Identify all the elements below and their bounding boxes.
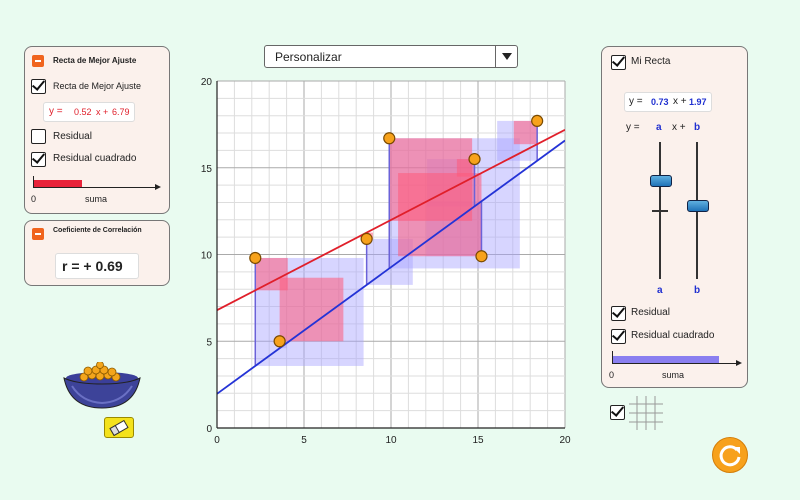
my-line-residual-square (366, 238, 413, 285)
best-fit-residual-square (279, 277, 344, 342)
best-fit-panel-title: Recta de Mejor Ajuste (53, 56, 137, 65)
slider-b-handle[interactable] (687, 200, 709, 212)
formula-b: b (694, 122, 701, 133)
reset-button[interactable] (712, 437, 748, 473)
my-line-residual-square (389, 138, 520, 269)
best-fit-equation: y = 0.52 x + 6.79 (43, 102, 135, 122)
data-point[interactable] (273, 335, 286, 348)
best-fit-line (217, 128, 565, 311)
formula-a: a (656, 122, 662, 133)
data-point[interactable] (249, 251, 262, 265)
mode-dropdown[interactable]: Personalizar (264, 45, 518, 68)
best-fit-checkbox[interactable] (31, 79, 46, 94)
my-line-residual-square (255, 257, 364, 366)
equation-slope: 0.52 (74, 107, 92, 117)
eraser-button[interactable] (104, 417, 134, 438)
correlation-value-box: r = + 0.69 (55, 253, 139, 279)
best-fit-residual-square (255, 257, 288, 291)
my-sum-bar-fill (613, 356, 719, 363)
y-tick-label: 15 (201, 164, 213, 175)
data-point[interactable] (360, 232, 373, 245)
best-fit-residual-square (398, 173, 482, 257)
sum-bar-zero-label: 0 (31, 194, 37, 204)
my-residual-checkbox[interactable] (611, 306, 626, 321)
slider-a-label: a (657, 285, 663, 296)
my-line-title: Mi Recta (631, 56, 671, 67)
grid-icon (629, 396, 663, 430)
data-point[interactable] (468, 152, 481, 166)
my-sum-bar-zero-label: 0 (609, 370, 615, 380)
x-tick-label: 10 (385, 435, 397, 446)
reset-icon (719, 445, 741, 467)
equation-mid: x + (96, 107, 109, 117)
x-tick-label: 0 (214, 435, 220, 446)
eraser-icon (109, 419, 129, 437)
y-tick-label: 20 (201, 77, 213, 88)
best-fit-panel: Recta de Mejor Ajuste Recta de Mejor Aju… (24, 46, 170, 214)
formula-prefix: y = (626, 122, 640, 133)
sum-bar-fill (34, 180, 83, 187)
equation-intercept: 6.79 (112, 107, 130, 117)
best-fit-residual-squares (255, 120, 538, 342)
data-point[interactable] (475, 250, 488, 263)
my-sum-bar-axis-origin (612, 351, 613, 364)
my-line-equation: y = 0.73 x + 1.97 (624, 92, 712, 112)
my-sum-bar-axis-arrow (736, 360, 742, 366)
sum-bar-label: suma (85, 194, 108, 204)
sum-bar-axis (33, 187, 157, 188)
data-point[interactable] (383, 132, 396, 145)
grid-toggle-checkbox[interactable] (610, 405, 625, 420)
formula-mid: x + (672, 122, 686, 133)
equation-prefix: y = (49, 106, 63, 117)
residual-lines (254, 120, 538, 366)
y-tick-label: 5 (206, 337, 212, 348)
my-line-residual-square (426, 201, 482, 257)
my-line (217, 139, 565, 395)
y-tick-label: 10 (201, 251, 213, 262)
my-sum-bar-axis (612, 363, 738, 364)
my-line-residual-squares (255, 120, 538, 366)
y-tick-label: 0 (206, 424, 212, 435)
residual-checkbox-label: Residual (53, 131, 92, 142)
slider-a-handle[interactable] (650, 175, 672, 187)
my-sum-bar-label: suma (662, 370, 685, 380)
my-equation-a: 0.73 (651, 97, 669, 107)
collapse-correlation-button[interactable] (32, 228, 44, 240)
data-points[interactable] (249, 114, 544, 348)
residual-squared-checkbox-label: Residual cuadrado (53, 153, 137, 164)
my-line-checkbox[interactable] (611, 55, 626, 70)
data-point[interactable] (531, 114, 544, 128)
my-line-residual-square (497, 120, 538, 161)
my-residual-squared-checkbox[interactable] (611, 329, 626, 344)
mode-dropdown-value: Personalizar (275, 50, 342, 64)
collapse-best-fit-button[interactable] (32, 55, 44, 67)
chevron-down-icon[interactable] (495, 46, 517, 67)
correlation-value: r = + 0.69 (62, 258, 123, 274)
residual-squared-checkbox[interactable] (31, 152, 46, 167)
correlation-panel: Coeficiente de Correlación r = + 0.69 (24, 220, 170, 286)
x-tick-label: 15 (472, 435, 484, 446)
x-tick-label: 5 (301, 435, 307, 446)
my-line-residual-square (427, 159, 475, 207)
sum-bar-axis-origin (33, 176, 34, 188)
my-equation-mid: x + (673, 96, 687, 107)
my-equation-b: 1.97 (689, 97, 707, 107)
my-equation-prefix: y = (629, 96, 643, 107)
best-fit-checkbox-label: Recta de Mejor Ajuste (53, 81, 142, 91)
slider-a-center-tick (652, 210, 668, 212)
my-residual-checkbox-label: Residual (631, 307, 670, 318)
my-line-panel: Mi Recta y = 0.73 x + 1.97 y = a x + b a… (601, 46, 748, 388)
my-residual-squared-checkbox-label: Residual cuadrado (631, 330, 715, 341)
sum-bar-axis-arrow (155, 184, 161, 190)
correlation-panel-title: Coeficiente de Correlación (53, 227, 142, 234)
point-bowl-icon[interactable] (58, 362, 148, 412)
best-fit-residual-square (389, 138, 473, 221)
slider-b-label: b (694, 285, 701, 296)
regression-lines (217, 128, 565, 395)
residual-checkbox[interactable] (31, 129, 46, 144)
x-tick-label: 20 (559, 435, 571, 446)
